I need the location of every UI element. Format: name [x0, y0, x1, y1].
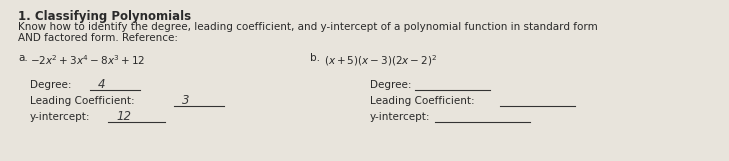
- Text: y-intercept:: y-intercept:: [370, 112, 431, 122]
- Text: 1. Classifying Polynomials: 1. Classifying Polynomials: [18, 10, 191, 23]
- Text: Leading Coefficient:: Leading Coefficient:: [370, 96, 475, 106]
- Text: AND factored form. Reference:: AND factored form. Reference:: [18, 33, 178, 43]
- Text: b.: b.: [310, 53, 320, 63]
- Text: $-2x^2 + 3x^4 - 8x^3 + 12$: $-2x^2 + 3x^4 - 8x^3 + 12$: [30, 53, 146, 67]
- Text: y-intercept:: y-intercept:: [30, 112, 90, 122]
- Text: Know how to identify the degree, leading coefficient, and y-intercept of a polyn: Know how to identify the degree, leading…: [18, 22, 598, 32]
- Text: Degree:: Degree:: [370, 80, 411, 90]
- Text: $(x+5)(x-3)(2x-2)^2$: $(x+5)(x-3)(2x-2)^2$: [324, 53, 437, 68]
- Text: Degree:: Degree:: [30, 80, 71, 90]
- Text: 4: 4: [98, 78, 106, 91]
- Text: a.: a.: [18, 53, 28, 63]
- Text: 3: 3: [182, 94, 190, 107]
- Text: 12: 12: [116, 110, 131, 123]
- Text: Leading Coefficient:: Leading Coefficient:: [30, 96, 135, 106]
